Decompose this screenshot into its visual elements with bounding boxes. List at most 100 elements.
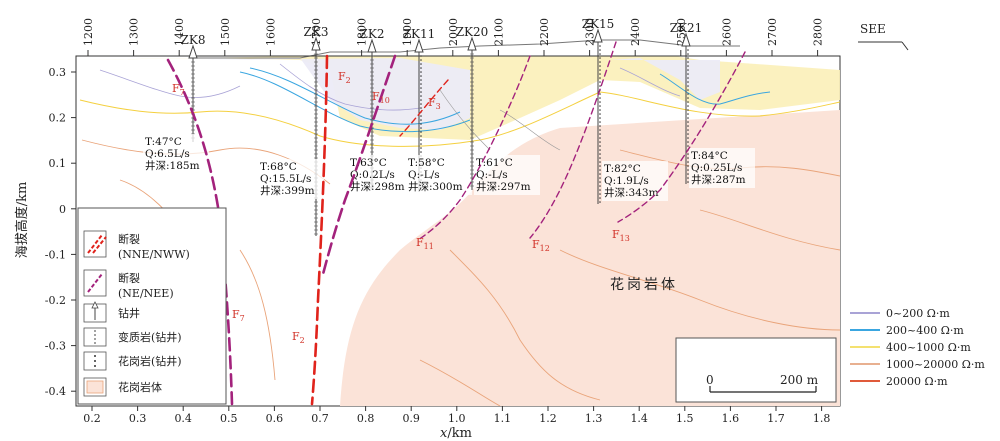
top-axis-tick-label: 2200 [538, 18, 551, 46]
x-axis-tick-label: 0.2 [83, 412, 101, 425]
contour-yellow-1 [79, 91, 840, 147]
top-axis-tick-label: 2600 [720, 18, 733, 46]
well-info-depth: 井深:185m [145, 159, 200, 172]
fault-label: F7 [172, 82, 185, 97]
contour-purple-3 [619, 67, 681, 97]
x-axis-tick-label: 0.6 [266, 412, 284, 425]
legend-fault-ne-2: (NE/NEE) [118, 287, 174, 300]
fault-f12 [529, 41, 617, 239]
x-axis-ticks: 0.2 0.3 0.4 0.5 0.6 0.7 0.8 0.9 1.0 1.1 1.2 1.3 1.4 1… [83, 406, 830, 425]
fault-label: F13 [612, 228, 630, 243]
top-axis-tick-label: 2700 [766, 18, 779, 46]
legend-range-label: 1000~20000 Ω·m [886, 358, 985, 371]
fault-f11 [417, 55, 531, 241]
top-axis-tick-label: 1600 [264, 18, 277, 46]
top-axis-tick-label: 1400 [173, 18, 186, 46]
y-axis-tick-label: 0.2 [49, 112, 67, 125]
y-axis-ticks: 0.3 0.2 0.1 0 -0.1 -0.2 -0.3 -0.4 [45, 66, 76, 398]
x-axis-tick-label: 0.8 [357, 412, 375, 425]
x-axis-tick-label: 1.1 [494, 412, 512, 425]
y-axis-tick-label: -0.1 [45, 248, 66, 261]
contour-grey-1 [439, 89, 491, 151]
x-axis-tick-label: 0.5 [220, 412, 238, 425]
legend-granite-body: 花岗岩体 [118, 380, 162, 394]
ground-surface [190, 39, 740, 59]
fault-label: F3 [428, 96, 441, 111]
x-axis-tick-label: 1.4 [630, 412, 648, 425]
fault-labels: F7 F7 F2 F2 F10 F3 F11 F12 F13 [172, 70, 630, 345]
contour-orange-7 [419, 359, 501, 406]
legend-range-label: 200~400 Ω·m [886, 324, 964, 337]
well-info-flow: Q:-L/s [476, 169, 508, 181]
well-info-depth: 井深:297m [476, 180, 531, 193]
x-axis-tick-label: 1.7 [767, 412, 785, 425]
fault-label: F11 [416, 236, 434, 251]
well-info-temp: T:82°C [604, 163, 641, 175]
band-purple-2 [610, 58, 720, 100]
contour-blue-1 [239, 71, 471, 133]
y-axis-tick-label: -0.2 [45, 294, 66, 307]
well-marker-icon [188, 44, 198, 59]
well-zk3: ZK3 T:68°CQ:15.5L/s井深:399m [258, 25, 328, 236]
fault-label: F10 [372, 90, 390, 105]
y-axis-label: 海拔高度/km [14, 182, 30, 259]
legend-left: 断裂 (NNE/NWW) 断裂 (NE/NEE) 钻井 变质岩(钻井) 花岗岩(… [77, 207, 227, 405]
top-axis-tick-label: 2800 [812, 18, 825, 46]
y-axis-tick-label: -0.3 [45, 340, 66, 353]
y-axis-tick-label: -0.4 [45, 385, 66, 398]
scale-bar-end: 200 m [780, 373, 819, 387]
top-axis-tick-label: 1200 [82, 18, 95, 46]
contour-orange-4 [449, 249, 601, 401]
fault-f10 [320, 54, 397, 280]
well-info-flow: Q:-L/s [408, 169, 440, 181]
top-axis-ticks: 1200 1300 1400 1500 1600 1700 1800 1900 2000 2100… [82, 18, 825, 56]
legend-fault-ne-1: 断裂 [118, 271, 140, 285]
well-zk8: ZK8 T:47°CQ:6.5L/s井深:185m [143, 33, 209, 174]
x-axis-tick-label: 0.3 [129, 412, 147, 425]
top-axis-tick-label: 1700 [310, 18, 323, 46]
well-info-temp: T:47°C [145, 136, 182, 148]
scale-bar-start: 0 [706, 373, 714, 387]
y-axis-tick-label: 0.3 [49, 66, 67, 79]
x-axis-tick-label: 1.6 [722, 412, 740, 425]
x-axis-tick-label: 1.8 [813, 412, 831, 425]
well-info-flow: Q:15.5L/s [260, 173, 311, 185]
legend-fault-nne-1: 断裂 [118, 232, 140, 246]
top-axis-tick-label: 2100 [492, 18, 505, 46]
well-name: ZK15 [582, 17, 615, 31]
well-marker-icon [467, 36, 477, 51]
top-axis-tick-label: 1300 [128, 18, 141, 46]
legend-right: 0~200 Ω·m 200~400 Ω·m 400~1000 Ω·m 1000~200… [850, 307, 985, 388]
legend-metamorphic: 变质岩(钻井) [118, 330, 182, 344]
well-info-temp: T:58°C [408, 157, 445, 169]
x-axis-tick-label: 1.5 [676, 412, 694, 425]
well-info-temp: T:61°C [476, 157, 513, 169]
well-name: ZK3 [304, 25, 329, 39]
contour-blue-3 [659, 73, 771, 105]
contour-orange-3 [239, 249, 276, 381]
contour-purple-2 [99, 69, 241, 98]
fault-label: F7 [232, 308, 245, 323]
legend-range-label: 0~200 Ω·m [886, 307, 950, 320]
legend-range-label: 400~1000 Ω·m [886, 341, 971, 354]
x-axis-tick-label: 0.4 [174, 412, 192, 425]
well-info-flow: Q:6.5L/s [145, 148, 190, 160]
top-axis-tick-label: 2000 [447, 18, 460, 46]
top-axis-tick-label: 1800 [356, 18, 369, 46]
x-axis-label: x/km [440, 426, 472, 441]
legend-range-label: 20000 Ω·m [886, 375, 948, 388]
direction-label: SEE [860, 22, 886, 36]
scale-bar: 0 200 m [675, 337, 837, 403]
well-marker-icon [367, 38, 377, 53]
fault-label: F2 [338, 70, 351, 85]
well-info-depth: 井深:343m [604, 186, 659, 199]
well-info-depth: 井深:298m [350, 180, 405, 193]
well-info-flow: Q:1.9L/s [604, 175, 649, 187]
top-axis-tick-label: 2300 [584, 18, 597, 46]
well-info-flow: Q:0.2L/s [350, 169, 395, 181]
x-axis-tick-label: 0.9 [402, 412, 420, 425]
contour-orange-5 [559, 249, 840, 331]
fault-f13 [617, 51, 746, 223]
contour-purple-1 [279, 63, 421, 111]
well-name: ZK2 [360, 27, 385, 41]
